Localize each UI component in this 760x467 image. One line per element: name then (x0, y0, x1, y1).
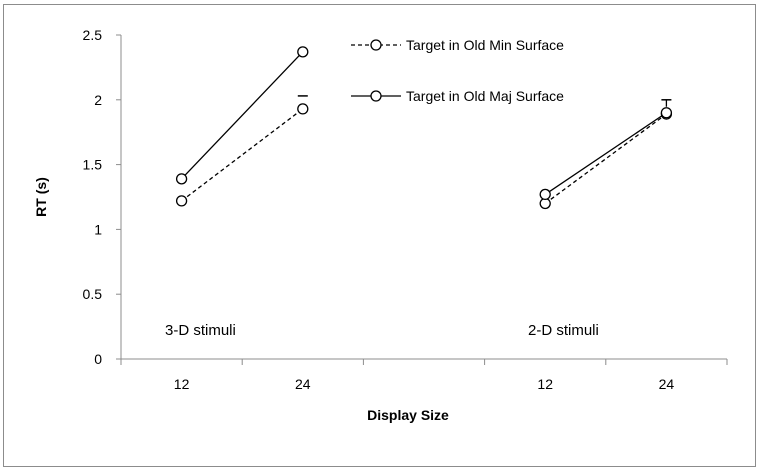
legend-marker-1 (370, 90, 382, 102)
legend-marker-0 (370, 39, 382, 51)
y-tick-label: 2 (94, 92, 102, 108)
axes: 0 0.5 1 1.5 2 2.5 12 24 12 24 (83, 27, 728, 392)
data-point (297, 46, 309, 58)
y-axis-title: RT (s) (33, 177, 49, 217)
annotation-2d-stimuli: 2-D stimuli (528, 322, 599, 339)
x-axis-title: Display Size (367, 407, 449, 423)
y-tick-label: 0.5 (83, 286, 103, 302)
legend: Target in Old Min Surface Target in Old M… (351, 37, 564, 104)
legend-label-1: Target in Old Maj Surface (406, 88, 564, 104)
x-tick-label: 12 (174, 376, 190, 392)
y-tick-label: 1 (94, 221, 102, 237)
y-tick-label: 1.5 (83, 157, 103, 173)
y-tick-label: 0 (94, 351, 102, 367)
series-line-0-group-0 (181, 108, 304, 202)
y-tick-label: 2.5 (83, 27, 103, 43)
series-layer (175, 46, 673, 210)
data-point (297, 103, 309, 115)
data-point (175, 173, 188, 185)
data-point (539, 188, 551, 201)
x-tick-label: 24 (659, 376, 675, 392)
series-line-0-group-1 (544, 113, 667, 205)
chart-frame (3, 4, 756, 467)
x-tick-label: 24 (295, 376, 311, 392)
data-point (660, 107, 673, 119)
x-tick-label: 12 (537, 376, 553, 392)
series-line-1-group-1 (544, 112, 667, 195)
legend-label-0: Target in Old Min Surface (406, 37, 564, 53)
data-point (175, 195, 188, 207)
annotation-3d-stimuli: 3-D stimuli (165, 322, 236, 339)
series-line-1-group-0 (181, 51, 304, 180)
